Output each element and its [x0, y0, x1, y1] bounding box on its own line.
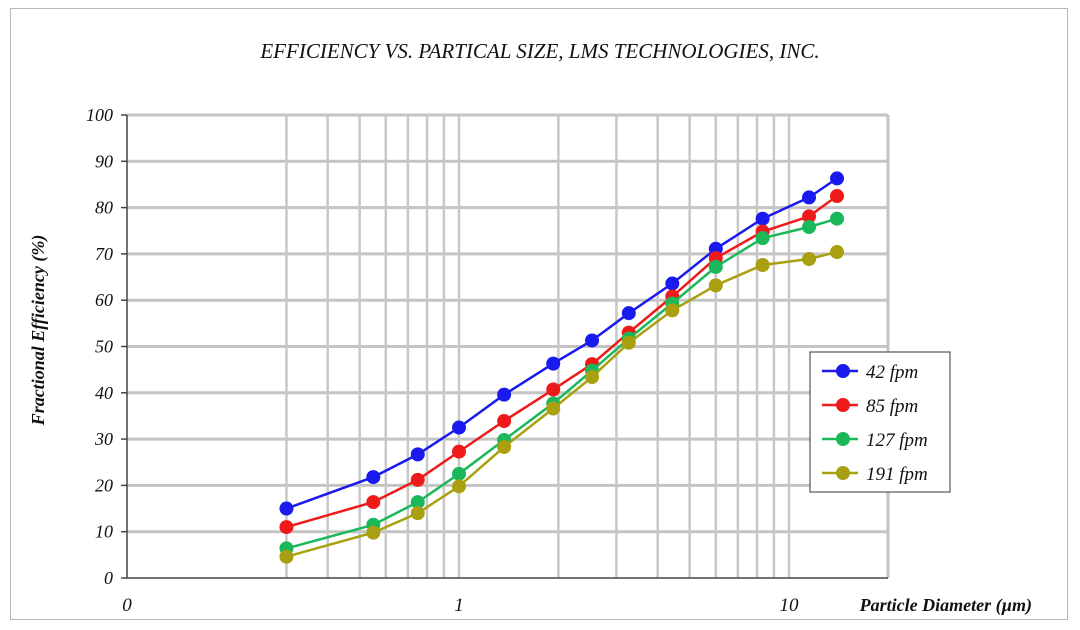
- series-line: [286, 250, 838, 558]
- legend-label: 127 fpm: [866, 430, 928, 451]
- y-tick-label: 30: [94, 429, 113, 449]
- data-point: [410, 447, 425, 462]
- data-point: [665, 303, 680, 318]
- chart-title: EFFICIENCY VS. PARTICAL SIZE, LMS TECHNO…: [259, 39, 819, 63]
- data-point: [830, 171, 845, 186]
- data-point: [546, 401, 561, 416]
- legend-label: 42 fpm: [866, 362, 918, 383]
- data-point: [830, 245, 845, 260]
- x-tick-label: 0: [122, 595, 132, 616]
- legend-label: 191 fpm: [866, 464, 928, 485]
- data-point: [366, 495, 381, 510]
- legend-item: 85 fpm: [822, 396, 918, 417]
- y-tick-label: 50: [95, 337, 113, 357]
- legend-marker: [836, 398, 850, 412]
- data-point: [802, 220, 817, 235]
- y-tick-label: 60: [95, 290, 113, 310]
- x-axis-label: Particle Diameter (µm): [859, 595, 1032, 616]
- legend-box: [809, 351, 951, 493]
- x-axis-ticks: 0 1 10: [122, 595, 799, 616]
- y-tick-label: 20: [95, 475, 113, 495]
- data-point: [452, 466, 466, 481]
- data-point: [279, 520, 294, 535]
- data-point: [755, 258, 770, 273]
- data-point: [802, 251, 817, 266]
- data-point: [279, 501, 294, 516]
- y-axis-label: Fractional Efficiency (%): [28, 235, 49, 427]
- axes: [121, 114, 888, 579]
- legend-item: 42 fpm: [822, 362, 918, 383]
- y-tick-label: 80: [95, 198, 113, 218]
- chart-frame: [10, 8, 1068, 620]
- data-point: [452, 444, 466, 459]
- data-point: [366, 470, 381, 485]
- data-point: [585, 370, 600, 385]
- legend-marker: [836, 364, 850, 378]
- y-tick-label: 90: [95, 151, 113, 171]
- data-point: [585, 333, 600, 348]
- data-point: [279, 549, 294, 564]
- legend-item: 127 fpm: [822, 430, 928, 451]
- series-group: [279, 171, 845, 564]
- data-point: [497, 387, 512, 402]
- legend-marker: [836, 466, 850, 480]
- data-point: [802, 209, 817, 224]
- legend-label: 85 fpm: [866, 396, 918, 417]
- grid: [127, 113, 890, 578]
- data-point: [366, 525, 381, 540]
- data-point: [665, 276, 680, 291]
- x-tick-label: 10: [780, 595, 800, 616]
- data-point: [497, 414, 512, 429]
- y-tick-label: 70: [95, 244, 113, 264]
- data-point: [755, 231, 770, 246]
- data-point: [497, 439, 512, 454]
- y-tick-label: 40: [95, 383, 113, 403]
- y-axis-ticks: 0 10 20 30 40 50 60 70 80 90 100: [86, 105, 113, 588]
- data-point: [802, 190, 817, 205]
- y-tick-label: 100: [86, 105, 113, 125]
- y-tick-label: 0: [104, 568, 113, 588]
- series-line: [286, 177, 838, 510]
- data-point: [546, 356, 561, 371]
- legend: 42 fpm 85 fpm 127 fpm 191 fpm: [809, 351, 951, 493]
- data-point: [708, 278, 723, 293]
- legend-item: 191 fpm: [822, 464, 928, 485]
- data-point: [830, 189, 845, 204]
- data-point: [410, 472, 425, 487]
- y-tick-label: 10: [95, 522, 113, 542]
- data-point: [830, 211, 845, 226]
- data-point: [755, 211, 770, 226]
- series-191-fpm: [279, 245, 845, 564]
- data-point: [708, 259, 723, 274]
- data-point: [410, 506, 425, 521]
- data-point: [452, 479, 466, 494]
- x-tick-label: 1: [454, 595, 464, 616]
- data-point: [452, 420, 466, 435]
- legend-marker: [836, 432, 850, 446]
- data-point: [546, 382, 561, 397]
- series-42-fpm: [279, 171, 845, 516]
- data-point: [621, 335, 636, 350]
- data-point: [410, 495, 425, 510]
- data-point: [621, 306, 636, 321]
